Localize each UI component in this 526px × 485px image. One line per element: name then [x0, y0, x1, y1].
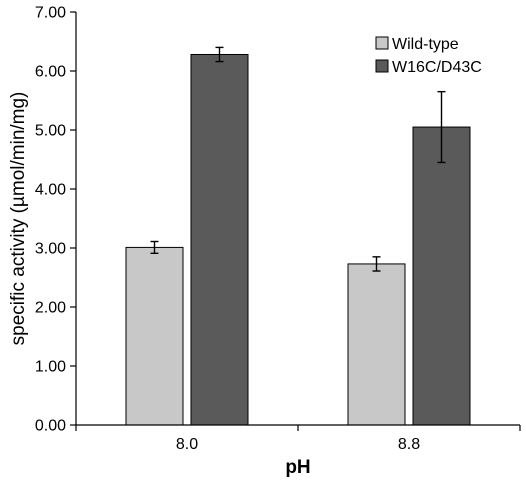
- x-tick-label: 8.8: [398, 436, 420, 453]
- x-tick-label: 8.0: [176, 436, 198, 453]
- error-bar-w16c-d43c-8-8: [437, 90, 446, 164]
- error-bar-wild-type-8-0: [150, 240, 159, 255]
- y-tick-label: 5.00: [35, 123, 66, 140]
- plot-area: [125, 53, 471, 426]
- y-tick-label: 1.00: [35, 359, 66, 376]
- y-tick-label: 2.00: [35, 300, 66, 317]
- legend: Wild-type W16C/D43C: [375, 36, 482, 76]
- y-tick-label: 4.00: [35, 182, 66, 199]
- y-tick-label: 3.00: [35, 241, 66, 258]
- error-bar-wild-type-8-8: [372, 256, 381, 272]
- bar-w16c-d43c-8-0: [190, 53, 249, 426]
- bar-wild-type-8-8: [347, 263, 406, 426]
- x-axis-title: pH: [285, 457, 310, 478]
- legend-swatch-wild-type: [375, 36, 389, 50]
- bar-w16c-d43c-8-8: [412, 126, 471, 426]
- x-axis-ticks: 8.0 8.8: [75, 425, 521, 453]
- y-tick-label: 6.00: [35, 64, 66, 81]
- error-bars: [150, 46, 446, 272]
- bar-wild-type-8-0: [125, 246, 184, 426]
- legend-label-wild-type: Wild-type: [392, 36, 459, 53]
- y-axis-ticks: 0.00 1.00 2.00 3.00 4.00 5.00 6.00 7.00: [35, 5, 76, 435]
- y-tick-label: 7.00: [35, 5, 66, 22]
- legend-swatch-w16c-d43c: [375, 59, 389, 73]
- error-bar-w16c-d43c-8-0: [215, 46, 224, 63]
- y-tick-label: 0.00: [35, 418, 66, 435]
- legend-label-w16c-d43c: W16C/D43C: [392, 59, 482, 76]
- y-axis-title: specific activity (µmol/min/mg): [8, 92, 29, 346]
